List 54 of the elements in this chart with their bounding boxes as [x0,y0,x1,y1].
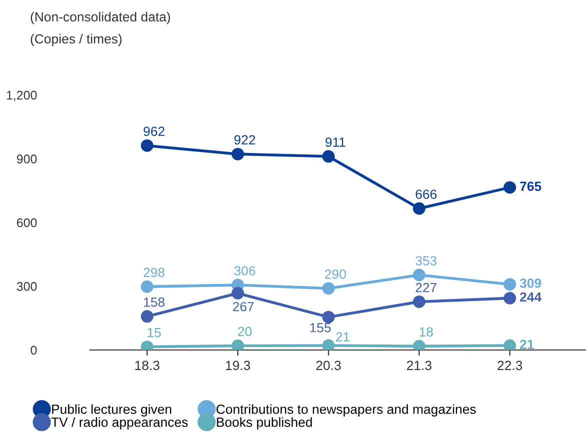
x-tick-label: 22.3 [498,360,522,370]
y-tick-label: 600 [17,218,37,228]
data-label: 244 [520,292,542,302]
legend-label: Books published [216,417,312,430]
point [504,278,516,291]
data-label: 911 [326,138,346,147]
y-tick-label: 900 [16,154,37,164]
point [504,292,516,304]
point [504,339,516,350]
point [412,340,426,350]
point [232,148,244,160]
data-label: 21 [336,332,350,342]
data-label: 306 [234,266,256,276]
y-tick-label: 1,200 [6,90,37,102]
point [232,287,244,300]
legend-label: Contributions to newspapers and magazines [216,404,476,417]
y-tick-label: 300 [16,282,37,291]
data-label: 15 [148,328,161,338]
legend-label: Public lectures given [52,404,172,417]
data-label: 18 [420,327,433,337]
data-label: 20 [238,326,252,336]
data-label: 765 [520,182,542,191]
point [140,310,154,323]
data-label: 227 [416,282,436,292]
legend-label: TV / radio appearances [51,417,188,430]
y-tick-label: 0 [30,346,37,355]
data-label: 158 [144,298,165,307]
data-label: 666 [416,190,437,199]
x-tick-label: 19.3 [226,360,250,370]
point [322,150,335,163]
point [412,202,426,215]
x-tick-label: 18.3 [135,360,160,370]
data-label: 298 [144,268,165,278]
data-label: 21 [520,340,534,349]
point [322,282,335,295]
x-tick-label: 20.3 [316,360,341,370]
data-label: 962 [144,126,164,136]
point [322,339,335,350]
data-label: 155 [310,323,331,332]
data-label: 922 [234,135,256,145]
point [322,310,335,324]
point [140,280,154,293]
chart-subtitle: (Non-consolidated data) [30,12,170,24]
point [412,268,426,282]
data-label: 267 [233,302,254,312]
y-axis-title: (Copies / times) [30,34,122,46]
point [140,139,154,152]
x-tick-label: 21.3 [406,360,432,370]
data-label: 353 [416,256,437,266]
data-label: 290 [325,269,346,279]
data-label: 309 [520,278,542,288]
point [232,340,244,350]
point [504,181,516,194]
point [412,296,426,308]
